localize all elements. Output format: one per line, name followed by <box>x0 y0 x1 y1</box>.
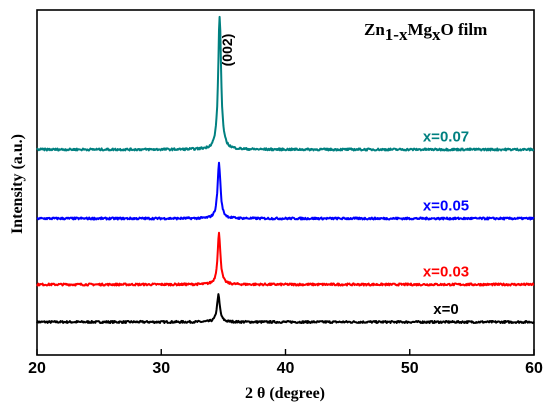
series-line-1 <box>36 231 535 287</box>
plot-frame <box>36 9 535 356</box>
x-tick-label: 20 <box>28 360 46 377</box>
series-line-3 <box>36 15 535 152</box>
title-suffix: O film <box>441 20 488 39</box>
series-label-0: x=0 <box>433 301 458 318</box>
x-tick-label: 50 <box>401 360 419 377</box>
series-label-1: x=0.03 <box>423 264 469 281</box>
title-prefix: Zn <box>364 20 385 39</box>
x-axis-ticks: 20 30 40 50 60 <box>28 349 543 377</box>
peak-annotation: (002) <box>219 34 235 67</box>
title-sub2: x <box>432 25 441 44</box>
series-labels: x=0 x=0.03 x=0.05 x=0.07 <box>423 129 469 319</box>
title-mid: Mg <box>407 20 432 39</box>
series-label-3: x=0.07 <box>423 129 469 146</box>
series-line-2 <box>36 161 535 221</box>
x-tick-label: 40 <box>277 360 295 377</box>
series-lines <box>36 15 535 324</box>
series-line-0 <box>36 293 535 324</box>
x-tick-label: 60 <box>525 360 543 377</box>
annotations: (002) <box>219 34 235 67</box>
chart-title: Zn1-xMgxO film <box>364 20 487 44</box>
series-label-2: x=0.05 <box>423 198 469 215</box>
x-axis-label: 2 θ (degree) <box>245 385 325 402</box>
y-axis-label: Intensity (a.u.) <box>9 134 26 234</box>
x-tick-label: 30 <box>152 360 170 377</box>
title-sub1: 1-x <box>385 25 408 44</box>
